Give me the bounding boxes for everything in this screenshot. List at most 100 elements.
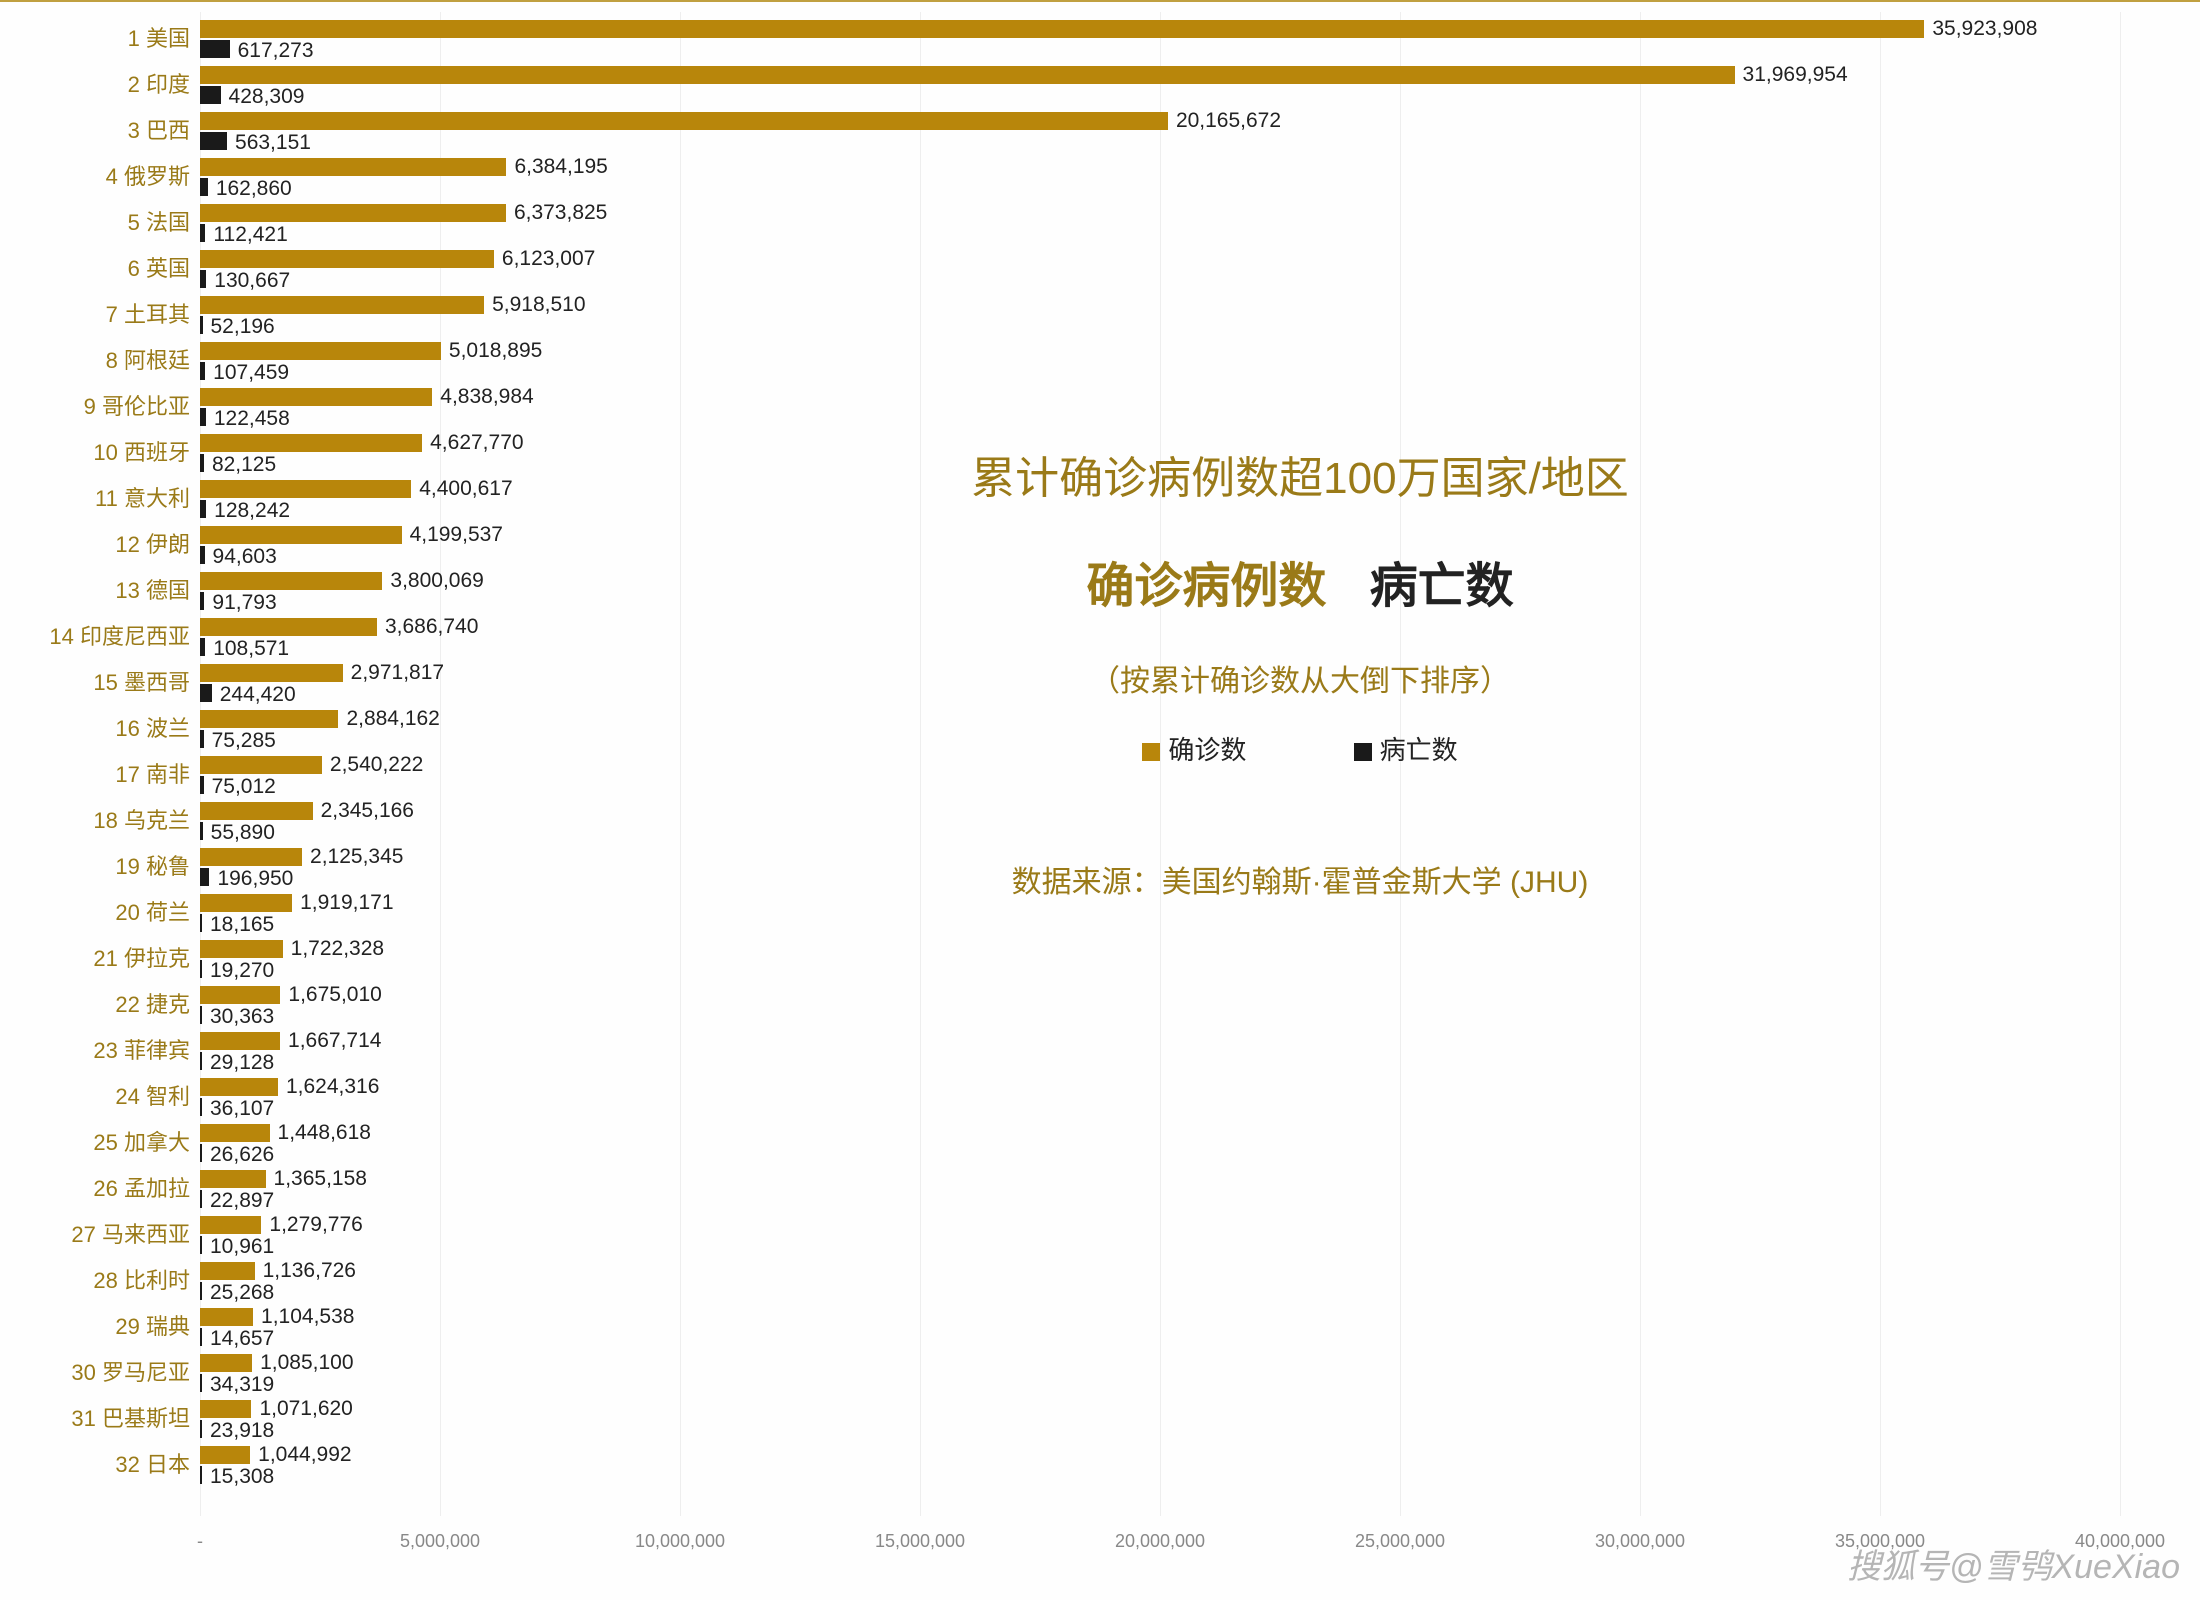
y-axis-label: 17 南非 — [0, 757, 190, 789]
value-deaths: 563,151 — [235, 131, 311, 155]
bar-deaths — [200, 730, 204, 748]
value-confirmed: 1,104,538 — [261, 1305, 354, 1329]
y-axis-label: 10 西班牙 — [0, 435, 190, 467]
chart-row: 23 菲律宾1,667,71429,128 — [200, 1030, 2120, 1076]
value-confirmed: 4,627,770 — [430, 431, 523, 455]
value-deaths: 617,273 — [238, 39, 314, 63]
bar-confirmed — [200, 1446, 250, 1464]
bar-deaths — [200, 1328, 202, 1346]
bar-deaths — [200, 178, 208, 196]
bar-deaths — [200, 592, 204, 610]
bar-confirmed — [200, 1124, 270, 1142]
bar-deaths — [200, 86, 221, 104]
chart-title: 累计确诊病例数超100万国家/地区 — [800, 442, 1800, 506]
bar-confirmed — [200, 1170, 266, 1188]
bar-deaths — [200, 500, 206, 518]
value-deaths: 14,657 — [210, 1327, 274, 1351]
y-axis-label: 8 阿根廷 — [0, 343, 190, 375]
value-confirmed: 1,071,620 — [259, 1397, 352, 1421]
bar-confirmed — [200, 66, 1735, 84]
chart-row: 5 法国6,373,825112,421 — [200, 202, 2120, 248]
chart-row: 8 阿根廷5,018,895107,459 — [200, 340, 2120, 386]
y-axis-label: 29 瑞典 — [0, 1309, 190, 1341]
value-confirmed: 1,675,010 — [288, 983, 381, 1007]
x-tick-label: - — [197, 1531, 203, 1552]
bar-deaths — [200, 316, 203, 334]
bar-deaths — [200, 960, 202, 978]
x-tick-label: 25,000,000 — [1355, 1531, 1445, 1552]
bar-confirmed — [200, 1032, 280, 1050]
y-axis-label: 32 日本 — [0, 1447, 190, 1479]
y-axis-label: 23 菲律宾 — [0, 1033, 190, 1065]
bar-confirmed — [200, 940, 283, 958]
chart-row: 31 巴基斯坦1,071,62023,918 — [200, 1398, 2120, 1444]
bar-confirmed — [200, 480, 411, 498]
bar-deaths — [200, 1052, 202, 1070]
value-deaths: 108,571 — [213, 637, 289, 661]
chart-row: 25 加拿大1,448,61826,626 — [200, 1122, 2120, 1168]
legend-label-confirmed: 确诊数 — [1168, 735, 1246, 765]
y-axis-label: 16 波兰 — [0, 711, 190, 743]
bar-deaths — [200, 638, 205, 656]
chart-row: 9 哥伦比亚4,838,984122,458 — [200, 386, 2120, 432]
bar-deaths — [200, 1190, 202, 1208]
value-deaths: 244,420 — [220, 683, 296, 707]
heading-deaths: 病亡数 — [1370, 560, 1514, 613]
value-confirmed: 6,123,007 — [502, 247, 595, 271]
value-deaths: 36,107 — [210, 1097, 274, 1121]
legend-item-deaths: 病亡数 — [1354, 730, 1458, 767]
value-deaths: 15,308 — [210, 1465, 274, 1489]
data-source: 数据来源：美国约翰斯·霍普金斯大学 (JHU) — [800, 857, 1800, 901]
chart-row: 32 日本1,044,99215,308 — [200, 1444, 2120, 1490]
bar-deaths — [200, 1098, 202, 1116]
bar-confirmed — [200, 710, 338, 728]
bar-deaths — [200, 868, 209, 886]
chart-subtitle: （按累计确诊数从大倒下排序） — [800, 656, 1800, 700]
value-confirmed: 1,624,316 — [286, 1075, 379, 1099]
value-confirmed: 1,722,328 — [291, 937, 384, 961]
bar-confirmed — [200, 112, 1168, 130]
bar-deaths — [200, 1466, 202, 1484]
chart-row: 24 智利1,624,31636,107 — [200, 1076, 2120, 1122]
chart-overlay: 累计确诊病例数超100万国家/地区 确诊病例数 病亡数 （按累计确诊数从大倒下排… — [800, 442, 1800, 901]
value-deaths: 23,918 — [210, 1419, 274, 1443]
y-axis-label: 24 智利 — [0, 1079, 190, 1111]
bar-confirmed — [200, 618, 377, 636]
value-deaths: 29,128 — [210, 1051, 274, 1075]
bar-deaths — [200, 132, 227, 150]
bar-confirmed — [200, 158, 506, 176]
chart-row: 7 土耳其5,918,51052,196 — [200, 294, 2120, 340]
bar-confirmed — [200, 250, 494, 268]
value-deaths: 10,961 — [210, 1235, 274, 1259]
bar-deaths — [200, 362, 205, 380]
chart-row: 26 孟加拉1,365,15822,897 — [200, 1168, 2120, 1214]
bar-confirmed — [200, 296, 484, 314]
bar-deaths — [200, 822, 203, 840]
value-deaths: 130,667 — [214, 269, 290, 293]
bar-deaths — [200, 1374, 202, 1392]
value-deaths: 55,890 — [211, 821, 275, 845]
bar-deaths — [200, 776, 204, 794]
y-axis-label: 28 比利时 — [0, 1263, 190, 1295]
chart-legend: 确诊数 病亡数 — [800, 730, 1800, 767]
bar-deaths — [200, 1006, 202, 1024]
bar-deaths — [200, 684, 212, 702]
value-deaths: 128,242 — [214, 499, 290, 523]
y-axis-label: 19 秘鲁 — [0, 849, 190, 881]
value-deaths: 26,626 — [210, 1143, 274, 1167]
value-confirmed: 2,540,222 — [330, 753, 423, 777]
legend-swatch-deaths — [1354, 743, 1372, 761]
value-confirmed: 2,125,345 — [310, 845, 403, 869]
value-confirmed: 6,373,825 — [514, 201, 607, 225]
value-deaths: 25,268 — [210, 1281, 274, 1305]
chart-row: 1 美国35,923,908617,273 — [200, 18, 2120, 64]
x-tick-label: 40,000,000 — [2075, 1531, 2165, 1552]
value-confirmed: 2,971,817 — [351, 661, 444, 685]
chart-row: 29 瑞典1,104,53814,657 — [200, 1306, 2120, 1352]
value-confirmed: 1,365,158 — [274, 1167, 367, 1191]
value-confirmed: 31,969,954 — [1743, 63, 1848, 87]
y-axis-label: 7 土耳其 — [0, 297, 190, 329]
y-axis-label: 4 俄罗斯 — [0, 159, 190, 191]
bar-confirmed — [200, 1078, 278, 1096]
chart-row: 2 印度31,969,954428,309 — [200, 64, 2120, 110]
